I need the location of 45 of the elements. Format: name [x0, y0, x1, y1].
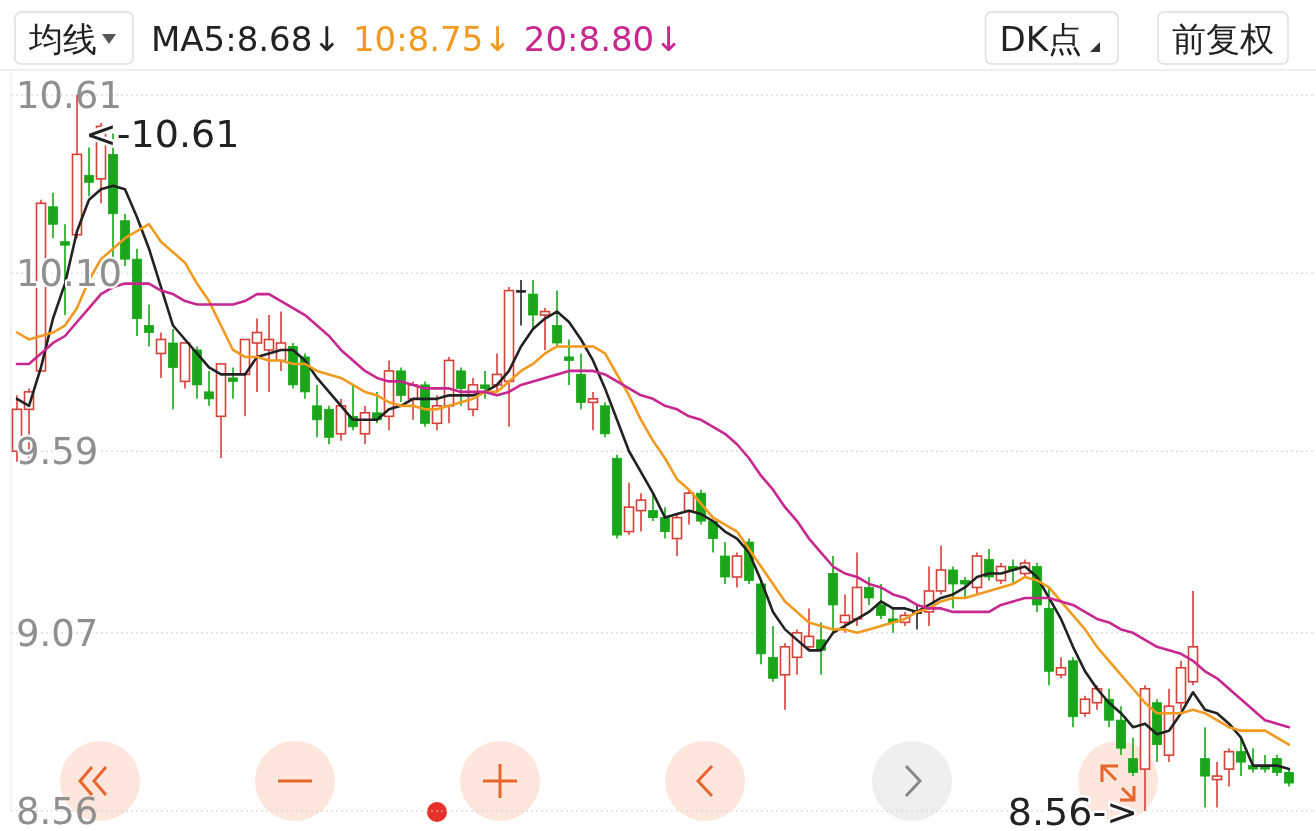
candlestick	[251, 317, 263, 393]
candlestick	[480, 370, 490, 400]
candlestick	[312, 384, 322, 439]
candlestick	[552, 289, 562, 348]
text: 前复权	[1172, 19, 1274, 59]
text: DK点	[999, 19, 1082, 59]
candlestick	[456, 366, 466, 407]
candlestick	[708, 520, 718, 554]
y-tick-label: 9.07	[16, 611, 99, 655]
text: 10:8.75↓	[352, 19, 512, 59]
candlestick	[948, 565, 958, 610]
candlestick	[48, 192, 58, 239]
candlestick	[263, 314, 275, 393]
candlestick	[155, 331, 167, 379]
candlestick	[1175, 660, 1187, 711]
y-tick-label: 9.59	[16, 430, 99, 474]
candlestick	[1223, 747, 1235, 788]
candlestick	[564, 338, 574, 386]
candlestick	[1200, 726, 1210, 809]
candlestick	[1128, 736, 1138, 777]
candlestick	[648, 492, 658, 522]
y-tick-label: 10.61	[16, 74, 122, 117]
text: 20:8.80↓	[523, 19, 683, 59]
candlestick	[720, 541, 730, 585]
candlestick	[516, 279, 526, 327]
candlestick	[84, 146, 94, 198]
candlestick	[144, 303, 154, 348]
candlestick	[623, 481, 635, 536]
candlestick	[204, 370, 214, 407]
candlestick	[876, 583, 886, 620]
text: MA5:8.68↓	[151, 19, 341, 59]
candlestick	[587, 391, 599, 432]
candlestick	[1211, 761, 1223, 809]
y-tick-label: 8.56	[16, 790, 99, 831]
candlestick	[779, 642, 791, 711]
candlestick	[864, 576, 874, 606]
candlestick	[539, 307, 551, 351]
text: 均线	[28, 19, 97, 59]
annotation: 8.56->	[1007, 790, 1138, 831]
candlestick	[960, 576, 970, 599]
candlestick	[768, 625, 778, 683]
candlestick	[635, 492, 647, 533]
candlestick	[228, 366, 238, 400]
candlestick	[660, 506, 670, 540]
candlestick	[528, 279, 538, 330]
